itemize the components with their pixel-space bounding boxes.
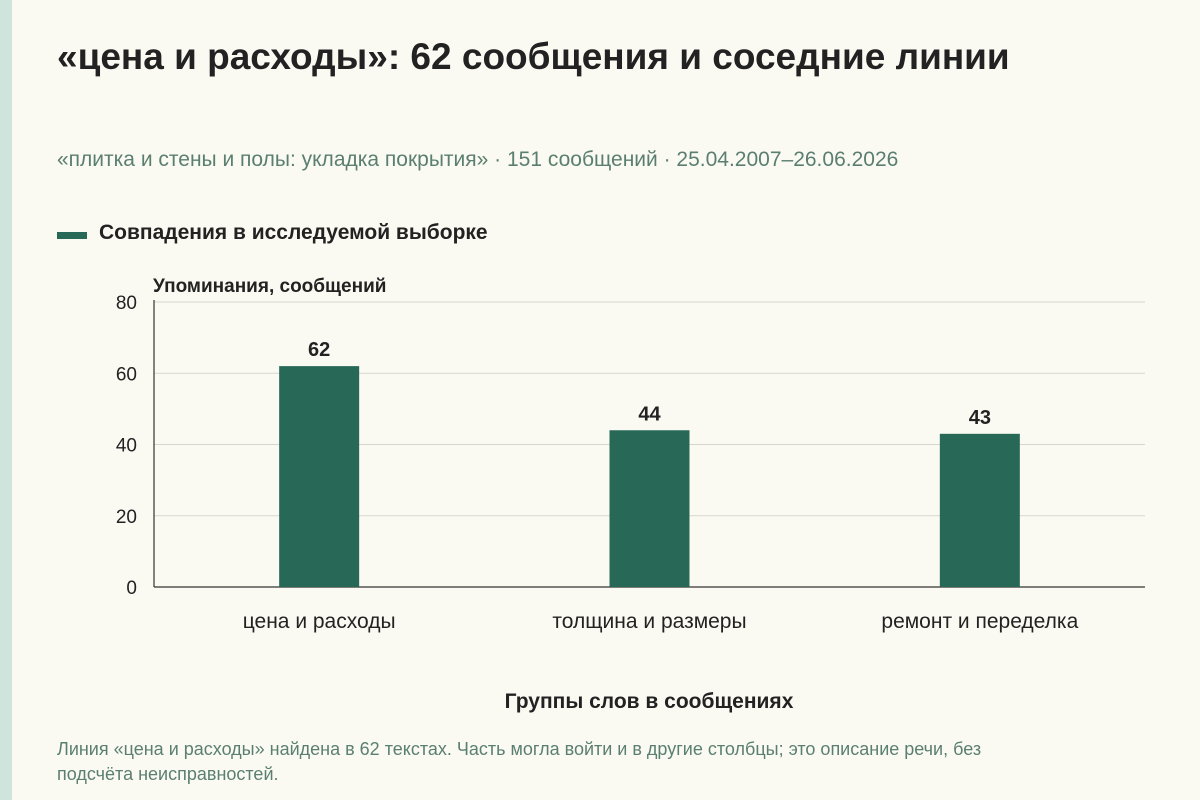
y-tick-label: 60 [116, 364, 137, 385]
data-labels: 62 44 43 [308, 339, 991, 429]
chart-footnote: Линия «цена и расходы» найдена в 62 текс… [57, 739, 982, 784]
chart-legend: Совпадения в исследуемой выборке [57, 218, 488, 248]
y-tick-label: 80 [116, 293, 137, 314]
page-subtitle: «плитка и стены и полы: укладка покрытия… [57, 148, 899, 171]
y-tick-labels: 0 20 40 60 80 [116, 293, 137, 599]
category-labels: цена и расходы толщина и размеры ремонт и … [243, 610, 1079, 633]
y-axis-label: Упоминания, сообщений [153, 276, 386, 297]
category-label-0: цена и расходы [243, 610, 396, 633]
bar-1 [609, 430, 690, 587]
y-tick-label: 0 [126, 578, 137, 599]
data-label-2: 43 [969, 407, 991, 429]
data-label-0: 62 [308, 339, 330, 361]
page-title: «цена и расходы»: 62 сообщения и соседни… [57, 36, 1010, 77]
bars [279, 366, 1020, 587]
y-tick-label: 40 [116, 436, 137, 457]
legend-swatch [57, 231, 87, 239]
x-axis-label: Группы слов в сообщениях [505, 690, 794, 713]
category-label-1: толщина и размеры [552, 610, 746, 633]
left-accent-stripe [0, 0, 12, 800]
legend-label: Совпадения в исследуемой выборке [99, 221, 488, 244]
y-tick-label: 20 [116, 507, 137, 528]
bar-0 [279, 366, 360, 587]
data-label-1: 44 [638, 403, 661, 425]
category-label-2: ремонт и переделка [881, 610, 1078, 633]
bar-2 [939, 433, 1020, 587]
